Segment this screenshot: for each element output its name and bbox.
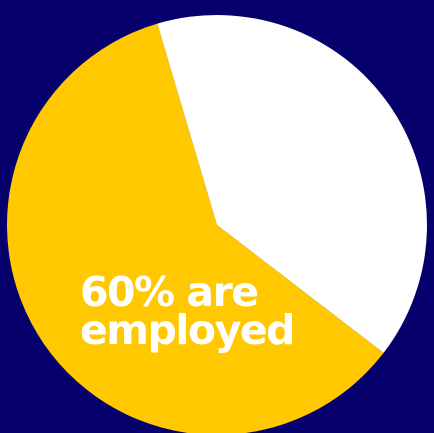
pie-slice-employed	[7, 23, 384, 433]
pie-annotation: 60% are employed	[80, 268, 295, 354]
pie-slice-slice-1	[157, 14, 427, 353]
annotation-line-2: employed	[80, 306, 295, 354]
annotation-line-1: 60% are	[80, 268, 259, 316]
